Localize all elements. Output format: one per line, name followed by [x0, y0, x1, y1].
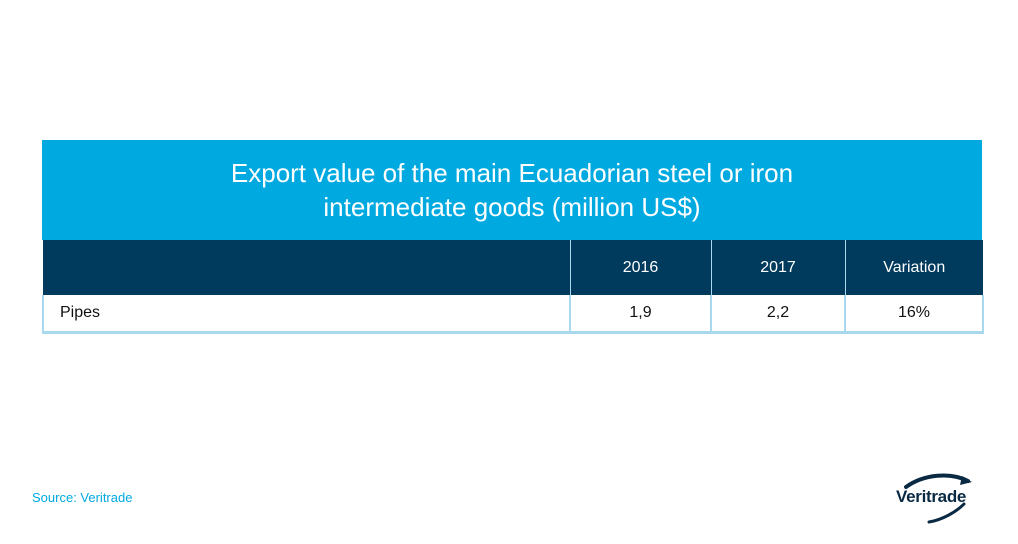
cell-pipes-2017: 2,2 [710, 295, 845, 334]
veritrade-logo: Veritrade [896, 470, 991, 525]
data-table: 2016 2017 Variation Pipes 1,9 2,2 16% [42, 240, 984, 334]
table-row: Pipes 1,9 2,2 16% [42, 295, 984, 334]
table-header-row: 2016 2017 Variation [43, 240, 983, 295]
table-title: Export value of the main Ecuadorian stee… [230, 158, 794, 222]
cell-pipes-variation: 16% [844, 295, 984, 334]
cell-pipes-2016: 1,9 [569, 295, 711, 334]
row-label-pipes: Pipes [42, 295, 570, 334]
column-header-2017: 2017 [711, 240, 846, 295]
veritrade-swoosh-icon [904, 473, 972, 524]
data-table-card: Export value of the main Ecuadorian stee… [42, 140, 984, 334]
source-note: Source: Veritrade [32, 490, 133, 505]
column-header-empty [43, 240, 571, 295]
logo-wordmark: Veritrade [896, 487, 967, 506]
column-header-variation: Variation [845, 240, 983, 295]
column-header-2016: 2016 [570, 240, 712, 295]
table-title-bar: Export value of the main Ecuadorian stee… [42, 140, 982, 240]
